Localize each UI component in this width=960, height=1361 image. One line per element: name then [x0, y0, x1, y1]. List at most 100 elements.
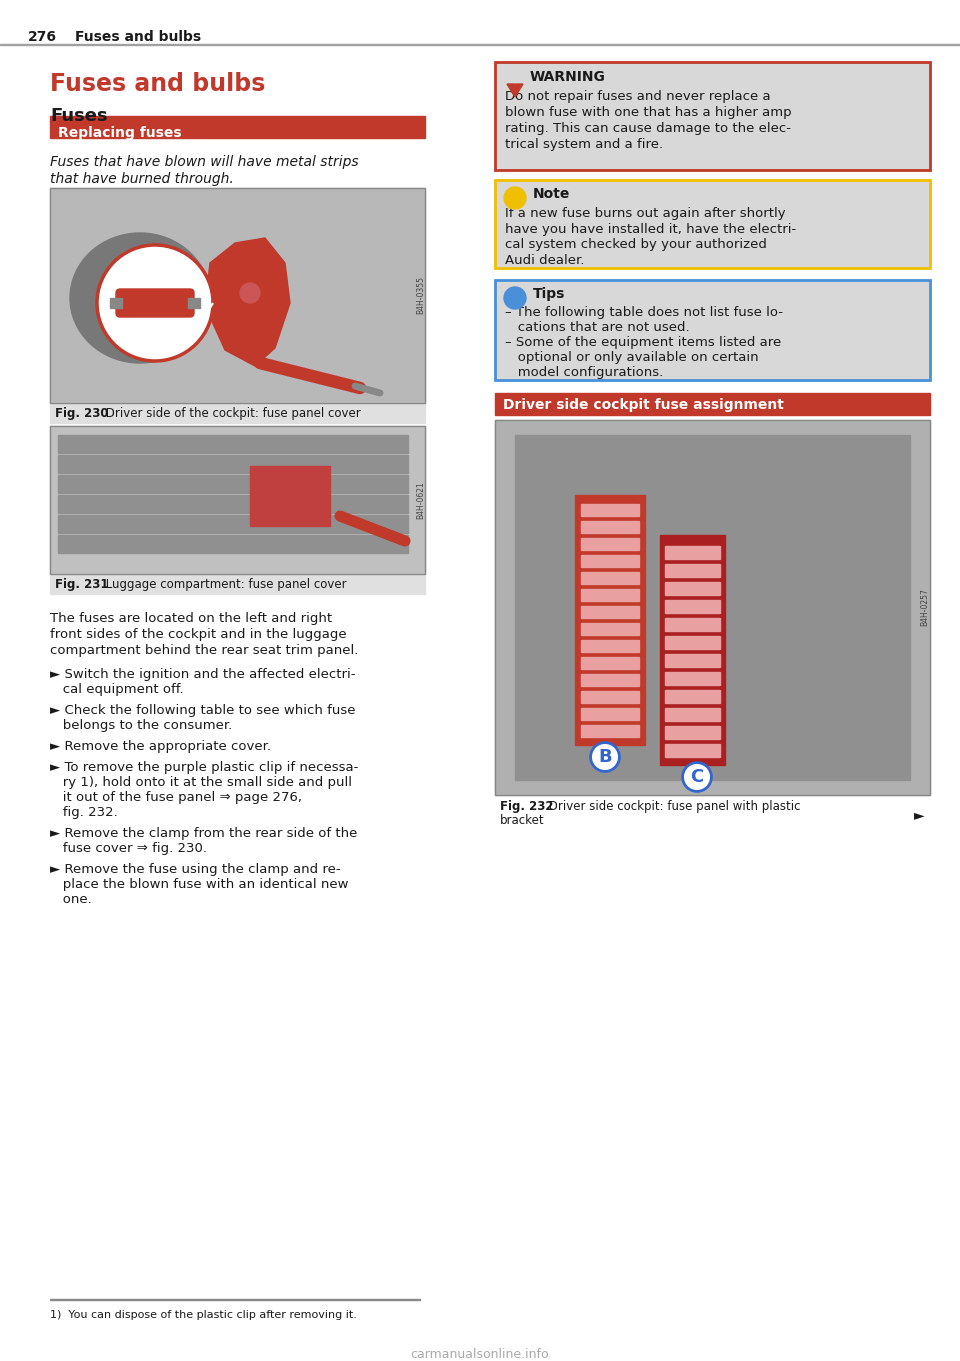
- Ellipse shape: [105, 268, 175, 328]
- Text: The fuses are located on the left and right: The fuses are located on the left and ri…: [50, 612, 332, 625]
- Text: – Some of the equipment items listed are: – Some of the equipment items listed are: [505, 336, 781, 348]
- Ellipse shape: [240, 283, 260, 304]
- Bar: [50, 403, 425, 423]
- Text: have you have installed it, have the electri-: have you have installed it, have the ele…: [505, 222, 796, 235]
- Bar: [495, 180, 930, 268]
- Text: 12: 12: [606, 542, 614, 547]
- Text: 13: 13: [606, 524, 614, 529]
- Text: ► Switch the ignition and the affected electri-: ► Switch the ignition and the affected e…: [50, 668, 355, 680]
- Text: 276: 276: [28, 30, 57, 44]
- Text: – The following table does not list fuse lo-: – The following table does not list fuse…: [505, 306, 783, 318]
- Bar: [581, 572, 639, 584]
- Text: compartment behind the rear seat trim panel.: compartment behind the rear seat trim pa…: [50, 644, 358, 657]
- Text: one.: one.: [50, 893, 92, 906]
- Bar: [665, 546, 720, 559]
- Text: Fig. 231: Fig. 231: [55, 578, 108, 591]
- Text: ry 1), hold onto it at the small side and pull: ry 1), hold onto it at the small side an…: [50, 776, 352, 789]
- Text: ► Remove the appropriate cover.: ► Remove the appropriate cover.: [50, 740, 271, 753]
- Text: Do not repair fuses and never replace a: Do not repair fuses and never replace a: [505, 90, 771, 103]
- FancyBboxPatch shape: [116, 289, 194, 317]
- Text: model configurations.: model configurations.: [505, 366, 663, 378]
- Text: ► Check the following table to see which fuse: ► Check the following table to see which…: [50, 704, 355, 717]
- Bar: [665, 725, 720, 739]
- Bar: [581, 538, 639, 550]
- Bar: [495, 421, 930, 795]
- Text: ► Remove the clamp from the rear side of the: ► Remove the clamp from the rear side of…: [50, 827, 357, 840]
- Bar: [665, 744, 720, 757]
- Bar: [58, 475, 408, 493]
- Bar: [665, 708, 720, 721]
- Bar: [581, 555, 639, 568]
- Text: Replacing fuses: Replacing fuses: [58, 127, 181, 140]
- Text: fig. 232.: fig. 232.: [50, 806, 118, 819]
- Text: B4H-0621: B4H-0621: [417, 482, 425, 519]
- Bar: [581, 657, 639, 670]
- Text: 11: 11: [606, 558, 614, 563]
- Bar: [581, 606, 639, 618]
- Text: fuse cover ⇒ fig. 230.: fuse cover ⇒ fig. 230.: [50, 842, 207, 855]
- Bar: [581, 521, 639, 534]
- Text: 5: 5: [690, 676, 694, 682]
- Text: belongs to the consumer.: belongs to the consumer.: [50, 719, 232, 732]
- Text: !: !: [512, 192, 517, 204]
- Bar: [660, 535, 725, 765]
- Bar: [495, 421, 930, 795]
- Bar: [581, 589, 639, 602]
- Text: 6: 6: [689, 657, 694, 664]
- Bar: [665, 583, 720, 595]
- Text: 2: 2: [690, 729, 694, 736]
- Polygon shape: [205, 238, 290, 366]
- Bar: [58, 436, 408, 453]
- Bar: [50, 116, 425, 137]
- Circle shape: [504, 186, 526, 210]
- Bar: [495, 393, 930, 415]
- Text: Luggage compartment: fuse panel cover: Luggage compartment: fuse panel cover: [102, 578, 347, 591]
- Text: 2: 2: [608, 710, 612, 717]
- Circle shape: [504, 287, 526, 309]
- Bar: [50, 426, 425, 574]
- Text: 8: 8: [608, 608, 612, 615]
- Text: !: !: [513, 83, 517, 93]
- Text: 9: 9: [608, 592, 612, 597]
- Text: Fuses and bulbs: Fuses and bulbs: [50, 72, 265, 97]
- Polygon shape: [507, 84, 523, 97]
- Text: Driver side cockpit fuse assignment: Driver side cockpit fuse assignment: [503, 397, 784, 412]
- Text: 6: 6: [608, 642, 612, 649]
- Text: 7: 7: [689, 640, 694, 646]
- Bar: [495, 280, 930, 380]
- Bar: [665, 636, 720, 649]
- Text: it out of the fuse panel ⇒ page 276,: it out of the fuse panel ⇒ page 276,: [50, 791, 302, 804]
- Bar: [188, 298, 200, 308]
- Text: Fuses and bulbs: Fuses and bulbs: [75, 30, 202, 44]
- Text: If a new fuse burns out again after shortly: If a new fuse burns out again after shor…: [505, 207, 785, 220]
- Bar: [581, 623, 639, 636]
- Bar: [58, 514, 408, 534]
- Text: 5: 5: [608, 660, 612, 666]
- Bar: [495, 63, 930, 170]
- Text: B4H-0355: B4H-0355: [417, 276, 425, 314]
- Text: 3: 3: [689, 712, 694, 719]
- Text: rating. This can cause damage to the elec-: rating. This can cause damage to the ele…: [505, 122, 791, 135]
- Text: 10: 10: [606, 574, 614, 581]
- Text: 11: 11: [687, 568, 697, 574]
- Text: 8: 8: [689, 622, 694, 627]
- Text: Driver side cockpit: fuse panel with plastic: Driver side cockpit: fuse panel with pla…: [545, 800, 801, 813]
- Bar: [50, 574, 425, 593]
- Text: Driver side of the cockpit: fuse panel cover: Driver side of the cockpit: fuse panel c…: [102, 407, 361, 421]
- Text: 4: 4: [608, 676, 612, 683]
- Text: ► Remove the fuse using the clamp and re-: ► Remove the fuse using the clamp and re…: [50, 863, 341, 876]
- Text: carmanualsonline.info: carmanualsonline.info: [411, 1347, 549, 1361]
- Text: C: C: [690, 768, 704, 787]
- Text: bracket: bracket: [500, 814, 544, 827]
- Ellipse shape: [70, 233, 210, 363]
- Text: cal system checked by your authorized: cal system checked by your authorized: [505, 238, 767, 250]
- Bar: [110, 298, 122, 308]
- Text: Note: Note: [533, 186, 570, 201]
- Bar: [515, 436, 910, 780]
- Bar: [665, 600, 720, 612]
- Text: i: i: [513, 291, 517, 305]
- Text: trical system and a fire.: trical system and a fire.: [505, 137, 663, 151]
- Text: 4: 4: [690, 694, 694, 700]
- Text: B4H-0257: B4H-0257: [921, 588, 929, 626]
- Text: 1)  You can dispose of the plastic clip after removing it.: 1) You can dispose of the plastic clip a…: [50, 1311, 357, 1320]
